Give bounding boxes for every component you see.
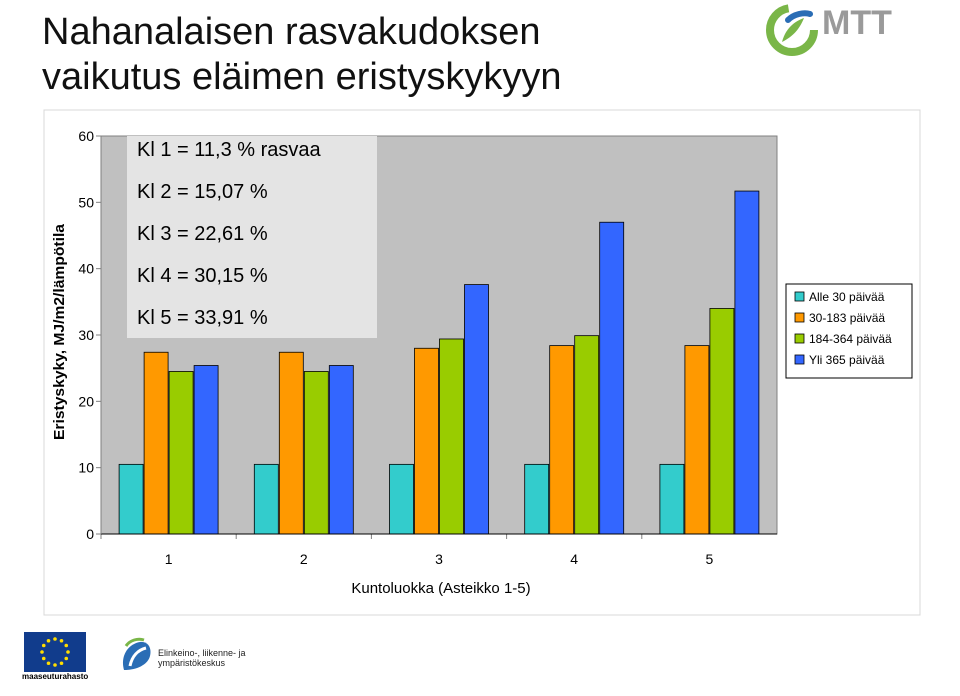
- legend-box: [785, 283, 913, 379]
- y-tick-label: 30: [78, 327, 94, 343]
- bar-3-cat-5: [709, 308, 735, 535]
- star-icon: [46, 638, 51, 643]
- star-icon: [53, 637, 57, 641]
- x-axis: 1 2 3 4 5: [100, 534, 714, 567]
- bar-4-cat-1: [193, 365, 219, 535]
- y-tick-label: 20: [78, 393, 94, 409]
- x-axis-label: Kuntoluokka (Asteikko 1-5): [351, 580, 530, 597]
- legend: Alle 30 päivää 30-183 päivää 184-364 päivä…: [785, 283, 913, 379]
- legend-label-2: 30-183 päivää: [809, 311, 885, 325]
- y-tick-label: 60: [78, 128, 94, 144]
- legend-swatch-2: [794, 312, 805, 323]
- bar-2-cat-3: [414, 347, 439, 535]
- eu-caption: maaseuturahasto: [22, 672, 89, 681]
- mtt-logo: MTT: [766, 4, 892, 56]
- annotation-2: Kl 2 = 15,07 %: [137, 181, 268, 203]
- bar-3-cat-2: [303, 371, 329, 535]
- x-tick-label: 5: [706, 551, 714, 567]
- x-tick-label: 3: [435, 551, 443, 567]
- bar-3-cat-1: [168, 371, 194, 535]
- star-icon: [66, 650, 70, 654]
- annotations-group: Kl 1 = 11,3 % rasvaa Kl 2 = 15,07 % Kl 3 =…: [137, 139, 322, 329]
- bar-4-cat-5: [734, 190, 760, 535]
- eu-stars: [40, 637, 70, 667]
- y-tick-label: 50: [78, 194, 94, 210]
- legend-label-3: 184-364 päivää: [809, 332, 892, 346]
- annotation-box: [127, 136, 377, 338]
- annotation-1: Kl 1 = 11,3 % rasvaa: [137, 139, 322, 161]
- star-icon: [46, 661, 51, 666]
- y-tick-label: 40: [78, 261, 94, 277]
- y-tick-label: 0: [86, 526, 94, 542]
- bars-group: [118, 190, 760, 535]
- eu-flag-logo: [24, 632, 86, 672]
- bar-2-cat-2: [278, 351, 304, 535]
- legend-label-1: Alle 30 päivää: [809, 290, 885, 304]
- bar-2-cat-5: [684, 345, 710, 535]
- bar-4-cat-4: [599, 221, 625, 535]
- y-axis-label: Eristyskyky, MJ/m2/lämpötila: [51, 223, 68, 440]
- bar-1-cat-5: [659, 463, 685, 535]
- legend-swatch-4: [794, 354, 805, 365]
- star-icon: [53, 663, 57, 667]
- mtt-logo-text: MTT: [822, 4, 892, 42]
- bar-1-cat-2: [253, 463, 279, 535]
- star-icon: [41, 656, 46, 661]
- star-icon: [59, 638, 64, 643]
- star-icon: [64, 656, 69, 661]
- annotation-4: Kl 4 = 30,15 %: [137, 265, 268, 287]
- ely-logo-text: Elinkeino-, liikenne- ja ympäristökeskus: [158, 648, 246, 668]
- annotation-3: Kl 3 = 22,61 %: [137, 223, 268, 245]
- bar-1-cat-3: [389, 463, 414, 535]
- title-line-2: vaikutus eläimen eristyskykyyn: [42, 56, 562, 98]
- bar-4-cat-3: [464, 284, 489, 535]
- x-tick-label: 1: [165, 551, 173, 567]
- bar-4-cat-2: [328, 365, 354, 535]
- annotation-5: Kl 5 = 33,91 %: [137, 307, 268, 329]
- legend-swatch-1: [794, 291, 805, 302]
- bar-chart: 0 10 20 30 40 50 60 1 2 3 4 5 Kl 1 = 11,3 % rasvaa…: [43, 109, 921, 616]
- star-icon: [59, 661, 64, 666]
- bar-3-cat-3: [439, 338, 464, 535]
- bar-1-cat-1: [118, 463, 144, 535]
- bar-2-cat-1: [143, 351, 169, 535]
- ely-logo: [122, 637, 151, 670]
- star-icon: [40, 650, 44, 654]
- x-tick-label: 2: [300, 551, 308, 567]
- legend-swatch-3: [794, 333, 805, 344]
- bar-2-cat-4: [549, 345, 575, 535]
- ely-line-1: Elinkeino-, liikenne- ja: [158, 648, 246, 658]
- star-icon: [64, 643, 69, 648]
- page-title: Nahanalaisen rasvakudoksen vaikutus eläi…: [42, 10, 562, 100]
- bar-3-cat-4: [574, 335, 600, 535]
- ely-line-2: ympäristökeskus: [158, 658, 226, 668]
- bar-1-cat-4: [524, 463, 550, 535]
- title-line-1: Nahanalaisen rasvakudoksen: [42, 11, 541, 53]
- star-icon: [41, 643, 46, 648]
- y-tick-label: 10: [78, 460, 94, 476]
- x-tick-label: 4: [570, 551, 578, 567]
- y-axis: 0 10 20 30 40 50 60: [78, 128, 101, 542]
- legend-label-4: Yli 365 päivää: [809, 353, 885, 367]
